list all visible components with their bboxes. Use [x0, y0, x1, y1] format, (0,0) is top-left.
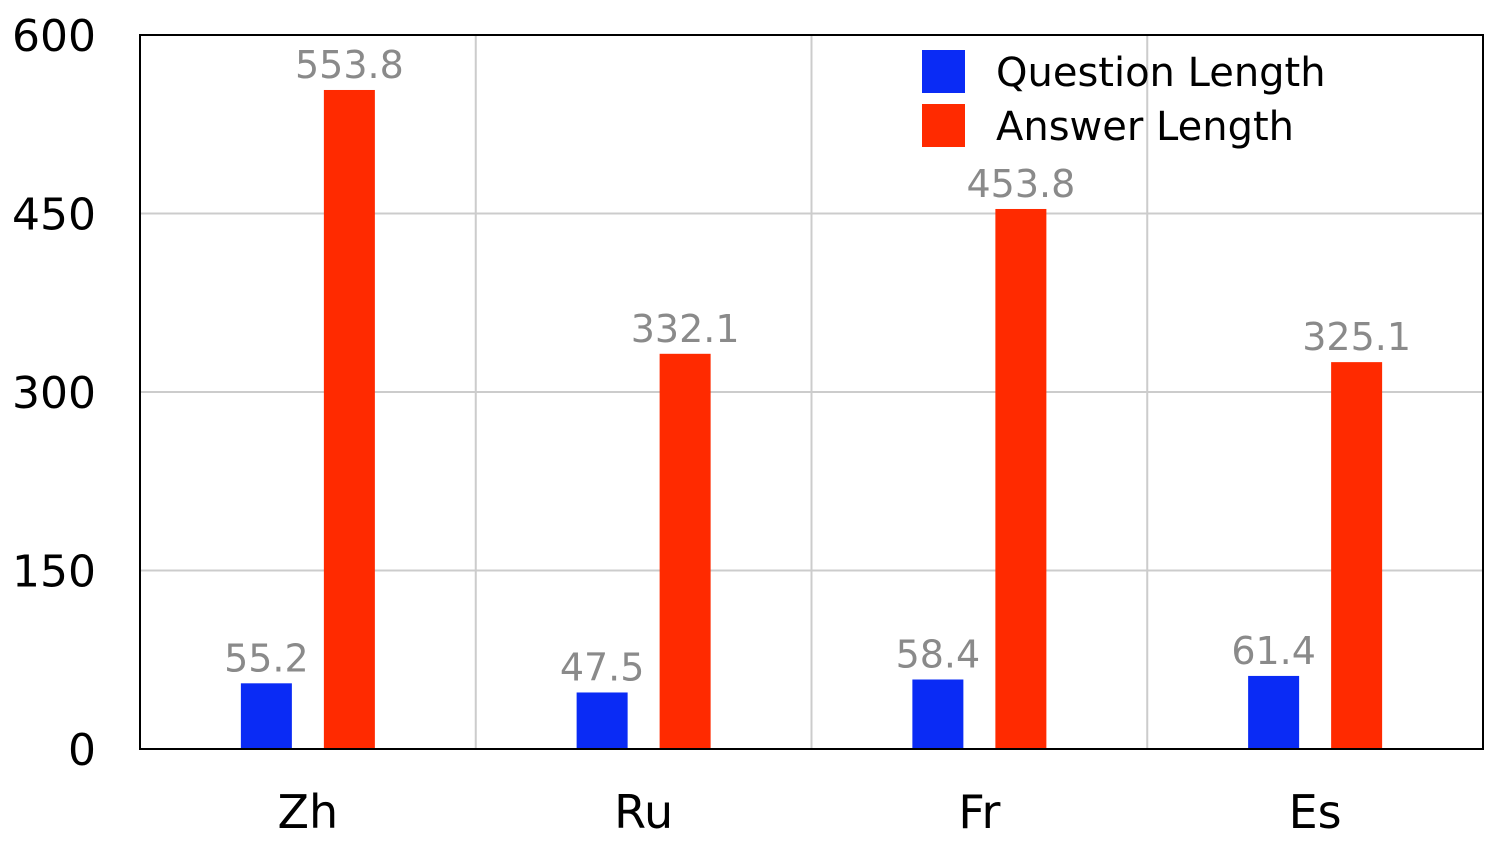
x-tick-label: Es [1289, 785, 1342, 839]
legend: Question Length Answer Length [922, 50, 1326, 150]
x-tick-label: Zh [278, 785, 339, 839]
bar-answer-length-fr [995, 208, 1047, 749]
bar-answer-length-zh [323, 89, 375, 749]
y-tick-label: 600 [12, 11, 96, 62]
data-label: 553.8 [295, 43, 404, 87]
data-label: 47.5 [560, 645, 645, 689]
data-label: 325.1 [1302, 315, 1411, 359]
y-tick-label: 150 [12, 547, 96, 598]
legend-swatch [922, 50, 965, 93]
bar-answer-length-ru [659, 353, 711, 749]
bar-answer-length-es [1331, 362, 1383, 749]
data-label: 58.4 [896, 633, 981, 677]
legend-label: Answer Length [996, 104, 1294, 150]
plot-frame [139, 34, 1484, 750]
bars [240, 89, 1383, 749]
data-label: 332.1 [631, 307, 740, 351]
x-tick-label: Ru [614, 785, 673, 839]
value-labels: 55.2 553.8 47.5 332.1 58.4 453.8 61.4 325.1 [224, 43, 1411, 689]
data-label: 453.8 [966, 162, 1075, 206]
legend-swatch [922, 104, 965, 147]
bar-question-length-ru [576, 692, 628, 749]
legend-label: Question Length [996, 50, 1326, 96]
x-axis-ticks: Zh Ru Fr Es [278, 785, 1342, 839]
y-tick-label: 300 [12, 368, 96, 419]
x-tick-label: Fr [958, 785, 1000, 839]
y-axis-ticks: 0 150 300 450 600 [12, 11, 96, 776]
y-tick-label: 450 [12, 190, 96, 241]
y-tick-label: 0 [68, 725, 96, 776]
bar-question-length-es [1248, 675, 1300, 749]
bar-question-length-fr [912, 679, 964, 749]
data-label: 61.4 [1231, 629, 1316, 673]
data-label: 55.2 [224, 636, 309, 680]
bar-question-length-zh [240, 683, 292, 749]
